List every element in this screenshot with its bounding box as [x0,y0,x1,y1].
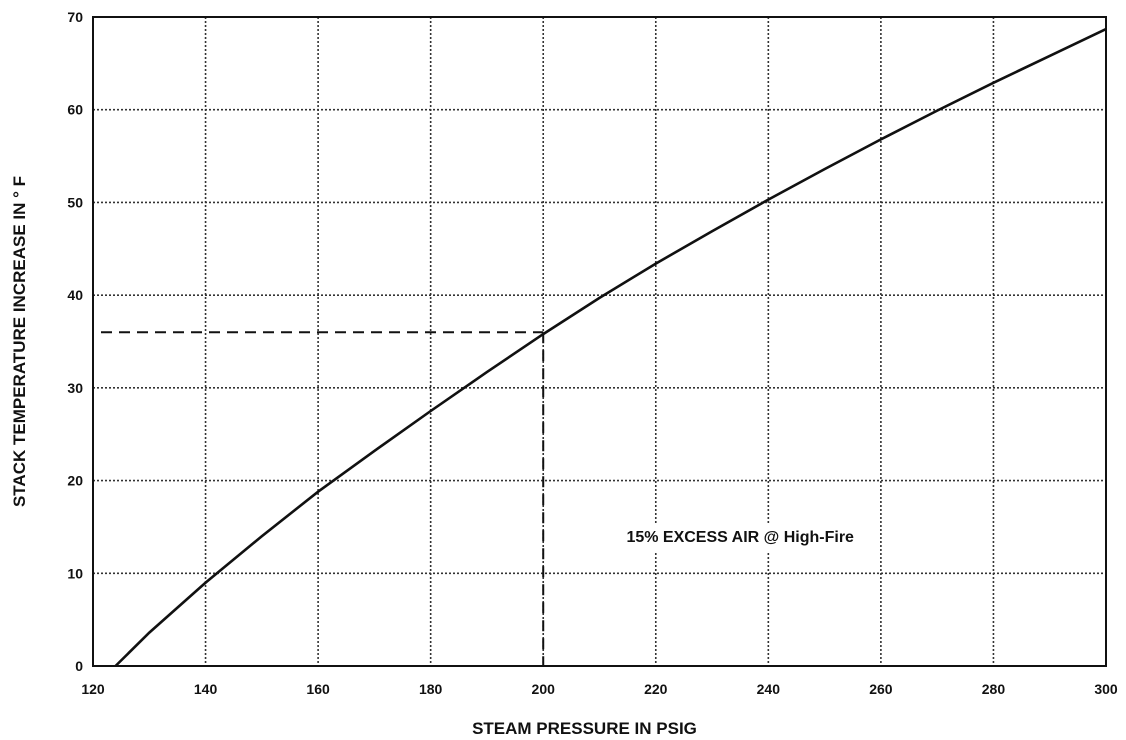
y-tick-label: 30 [67,380,83,396]
x-axis-label: STEAM PRESSURE IN PSIG [472,719,697,738]
annotation-background [616,523,865,553]
x-tick-label: 200 [532,681,556,697]
x-tick-label: 300 [1094,681,1118,697]
plot-frame [92,16,1107,667]
y-tick-label: 70 [67,9,83,25]
y-axis-label: STACK TEMPERATURE INCREASE IN ° F [10,176,29,507]
x-tick-label: 140 [194,681,218,697]
y-tick-labels: 0 10 20 30 40 50 60 70 [67,9,83,674]
y-tick-label: 0 [75,658,83,674]
y-tick-label: 10 [67,565,83,581]
x-tick-label: 180 [419,681,443,697]
x-tick-labels: 120 140 160 180 200 220 240 260 280 300 [81,681,1118,697]
y-tick-label: 40 [67,287,83,303]
x-tick-label: 240 [757,681,781,697]
y-tick-label: 50 [67,194,83,210]
y-tick-label: 20 [67,473,83,489]
grid [92,16,1107,667]
x-tick-label: 280 [982,681,1006,697]
x-tick-label: 160 [306,681,330,697]
x-tick-label: 220 [644,681,668,697]
annotation-text: 15% EXCESS AIR @ High-Fire [626,529,854,546]
series-line [114,27,1107,667]
x-tick-label: 260 [869,681,893,697]
reference-lines [101,331,545,666]
y-tick-label: 60 [67,102,83,118]
x-tick-label: 120 [81,681,105,697]
